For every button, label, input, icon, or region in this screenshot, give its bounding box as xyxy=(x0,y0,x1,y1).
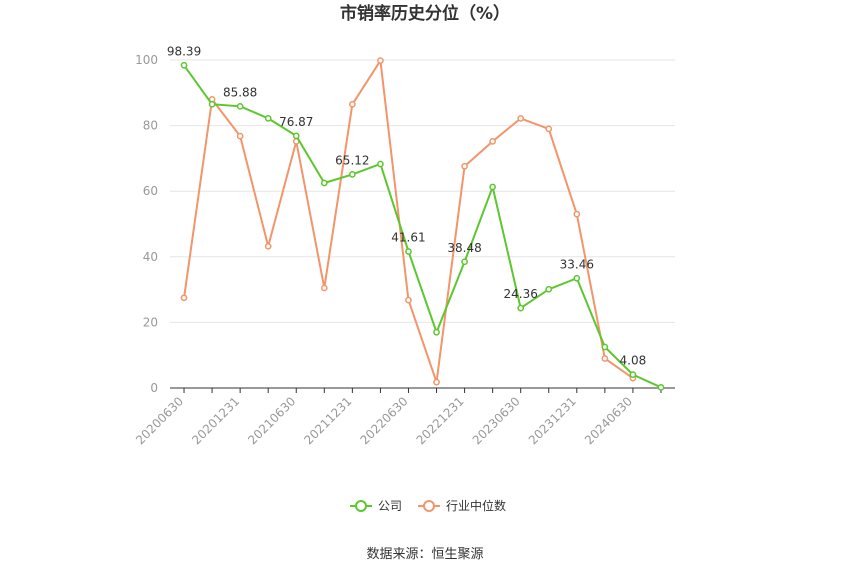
data-label: 85.88 xyxy=(223,85,257,99)
data-point xyxy=(629,371,637,378)
data-point xyxy=(517,115,525,122)
x-tick-label: 20231231 xyxy=(526,394,579,447)
data-point xyxy=(601,355,609,362)
data-point xyxy=(180,61,188,69)
data-point xyxy=(405,296,412,304)
y-tick-label: 100 xyxy=(135,53,158,67)
y-tick-label: 0 xyxy=(150,381,158,395)
data-labels: 98.39 85.88 76.87 65.12 41.61 38.48 24.36 33.46… xyxy=(167,44,646,367)
data-point xyxy=(320,179,328,187)
data-point xyxy=(320,284,328,292)
series-line-1 xyxy=(183,59,634,384)
x-tick-label: 20220630 xyxy=(358,394,411,447)
data-point xyxy=(433,328,440,336)
data-point xyxy=(264,115,272,122)
legend-swatch-marker xyxy=(423,500,435,512)
legend-label: 行业中位数 xyxy=(446,498,506,513)
legend-swatch-marker xyxy=(355,500,367,512)
data-point xyxy=(377,57,384,65)
data-point xyxy=(517,304,525,312)
data-point xyxy=(236,132,244,140)
data-point xyxy=(545,285,553,293)
source-note: 数据来源：恒生聚源 xyxy=(366,547,483,562)
data-point xyxy=(601,343,609,351)
y-tick-label: 20 xyxy=(143,315,158,329)
y-tick-label: 60 xyxy=(143,184,158,198)
legend-item-0[interactable]: 公司 xyxy=(350,499,402,513)
data-point xyxy=(573,274,581,282)
data-point xyxy=(461,162,468,170)
data-point xyxy=(349,100,356,108)
x-tick-label: 20221231 xyxy=(414,394,467,447)
axes: 0 20 40 60 80 100 20200630 20201231 20210630 2021… xyxy=(133,53,675,447)
data-point xyxy=(433,378,440,386)
series xyxy=(180,57,665,391)
data-point xyxy=(292,132,300,140)
series-line-0 xyxy=(183,64,662,389)
x-tick-label: 20230630 xyxy=(470,394,523,447)
y-tick-label: 40 xyxy=(143,250,158,264)
data-point xyxy=(489,183,496,191)
grid xyxy=(170,59,675,323)
data-point xyxy=(236,102,244,110)
x-tick-label: 20200630 xyxy=(133,394,186,447)
data-label: 76.87 xyxy=(279,115,313,129)
legend[interactable]: 公司 行业中位数 xyxy=(350,498,506,513)
legend-item-1[interactable]: 行业中位数 xyxy=(418,498,506,513)
data-point xyxy=(657,383,665,391)
legend-label: 公司 xyxy=(378,499,402,513)
chart-title: 市销率历史分位（%） xyxy=(340,3,510,24)
data-label: 65.12 xyxy=(335,153,369,167)
data-point xyxy=(405,248,412,255)
data-point xyxy=(264,242,272,250)
x-tick-label: 20210630 xyxy=(245,394,298,447)
data-point xyxy=(545,125,553,133)
data-point xyxy=(377,160,384,168)
x-tick-label: 20201231 xyxy=(189,394,242,447)
x-tick-label: 20240630 xyxy=(582,394,635,447)
data-label: 38.48 xyxy=(447,241,481,255)
data-label: 24.36 xyxy=(504,287,538,301)
data-point xyxy=(489,137,496,145)
data-point xyxy=(573,210,581,218)
data-label: 98.39 xyxy=(167,44,201,58)
data-label: 33.46 xyxy=(560,257,594,271)
data-label: 4.08 xyxy=(620,354,647,368)
data-label: 41.61 xyxy=(391,231,425,245)
data-point xyxy=(208,100,216,108)
data-point xyxy=(180,294,188,302)
data-point xyxy=(461,258,468,266)
y-tick-label: 80 xyxy=(143,119,158,133)
data-point xyxy=(349,171,356,178)
x-tick-label: 20211231 xyxy=(301,394,354,447)
